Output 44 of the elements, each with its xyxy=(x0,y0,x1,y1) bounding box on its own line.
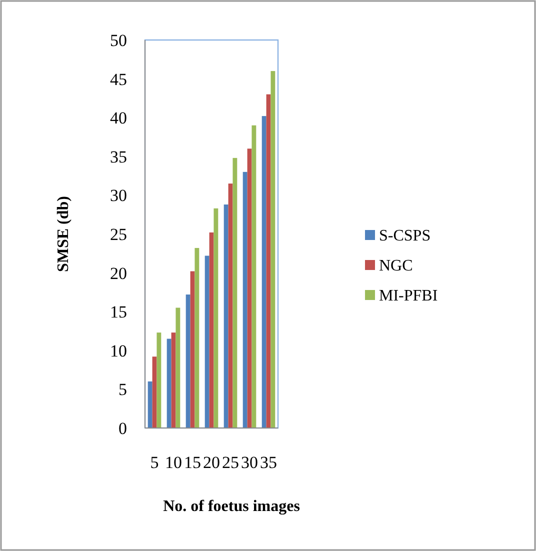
y-tick-label: 35 xyxy=(110,147,127,166)
bar xyxy=(152,356,157,428)
x-tick-label: 35 xyxy=(260,453,277,472)
bar xyxy=(232,158,238,428)
bar xyxy=(247,148,252,428)
bar xyxy=(171,332,176,428)
legend-label: MI-PFBI xyxy=(379,288,438,305)
bar xyxy=(204,256,210,428)
y-tick-label: 50 xyxy=(110,30,127,50)
bar xyxy=(252,125,256,428)
bar xyxy=(176,308,180,428)
y-tick-label: 0 xyxy=(118,418,127,438)
bar xyxy=(242,172,248,428)
y-tick-label: 20 xyxy=(110,264,127,283)
bar xyxy=(228,184,233,428)
bar xyxy=(186,294,190,428)
x-tick-label: 10 xyxy=(165,453,182,472)
y-tick-label: 45 xyxy=(110,70,127,89)
x-tick-label: 30 xyxy=(241,453,258,472)
y-tick-label: 30 xyxy=(110,186,127,206)
x-tick-label: 5 xyxy=(150,453,159,472)
y-tick-label: 25 xyxy=(110,224,127,244)
bar xyxy=(214,208,218,428)
bar xyxy=(224,204,228,428)
bar xyxy=(194,248,200,428)
bar xyxy=(270,71,276,428)
bar xyxy=(209,232,214,428)
legend-label: NGC xyxy=(379,258,413,275)
bar xyxy=(266,94,271,428)
x-axis-title: No. of foetus images xyxy=(163,498,300,515)
legend-label: S-CSPS xyxy=(379,228,431,245)
bar xyxy=(156,332,162,428)
bar xyxy=(148,381,152,428)
x-tick-label: 20 xyxy=(203,453,220,472)
y-tick-label: 10 xyxy=(110,341,127,360)
x-tick-label: 25 xyxy=(222,453,239,472)
y-tick-label: 15 xyxy=(110,302,127,322)
y-tick-label: 5 xyxy=(118,380,127,400)
bar xyxy=(262,116,266,428)
x-tick-label: 15 xyxy=(184,453,201,472)
bar xyxy=(190,271,195,428)
bar xyxy=(166,338,172,428)
y-axis-title: SMSE (db) xyxy=(55,196,72,272)
y-tick-label: 40 xyxy=(110,108,127,128)
